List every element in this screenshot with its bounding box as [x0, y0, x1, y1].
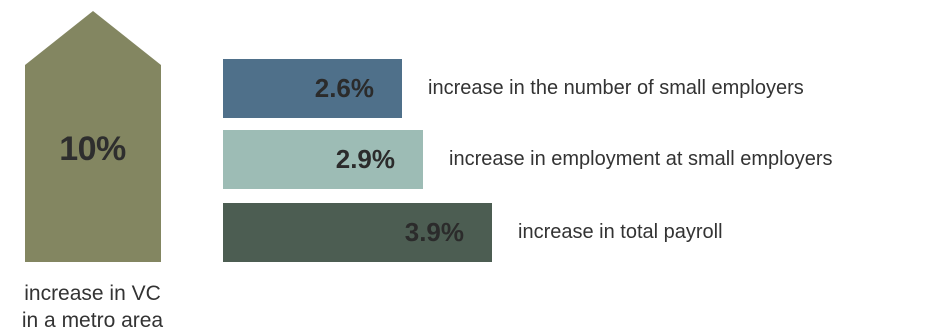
bar-category-label-3: increase in total payroll [518, 221, 723, 243]
bar-category-label-2: increase in employment at small employer… [449, 148, 833, 170]
bar-3 [223, 203, 492, 262]
bar-value-label-1: 2.6% [314, 73, 374, 103]
bar-2 [223, 130, 423, 189]
headline-value: 10% [59, 130, 126, 168]
headline-caption-line-2: in a metro area [21, 309, 164, 332]
headline-caption-line-1: increase in VC [24, 282, 161, 305]
bar-value-label-3: 3.9% [404, 217, 464, 247]
bar-category-label-1: increase in the number of small employer… [428, 77, 804, 99]
headline-caption: increase in VC in a metro area [0, 280, 185, 334]
bar-value-label-2: 2.9% [335, 144, 395, 174]
bar-1 [223, 59, 402, 118]
up-arrow-shape [25, 11, 161, 262]
headline-arrow-chart [25, 11, 161, 262]
